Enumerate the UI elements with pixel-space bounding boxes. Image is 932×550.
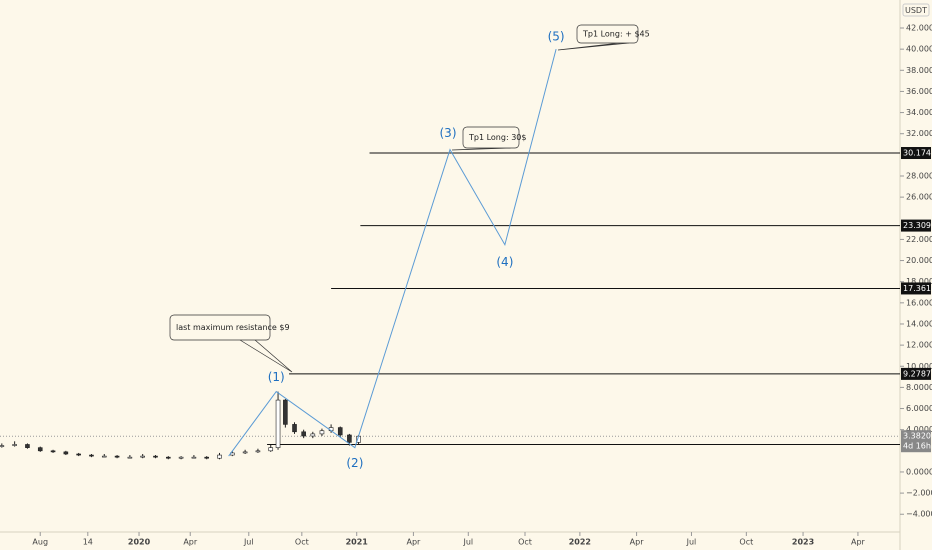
candle-body [12, 444, 17, 446]
x-tick-label: Apr [630, 538, 645, 547]
x-tick-label: 2023 [792, 538, 814, 547]
candle-body [255, 450, 261, 453]
y-tick-label: 6.0000 [906, 404, 932, 413]
y-tick-label: 18.0000 [906, 277, 932, 286]
candle-body [275, 399, 281, 448]
candle-body [37, 447, 43, 452]
callout-text: last maximum resistance $9 [176, 323, 290, 332]
y-tick-label: 38.0000 [906, 66, 932, 75]
wave-label: (2) [346, 456, 363, 470]
y-tick-label: 4.0000 [906, 425, 932, 434]
candle-body [165, 456, 171, 459]
x-tick-label: Apr [183, 538, 198, 547]
level-price: 23.3093 [903, 221, 932, 230]
x-tick-label: Jul [462, 538, 473, 547]
wave-label: (5) [548, 30, 565, 44]
callout-tail [239, 339, 293, 373]
x-tick-label: Aug [32, 538, 48, 547]
level-price: 9.2787 [903, 369, 931, 378]
callout-text: Tp1 Long: 30$ [468, 133, 526, 142]
candle-body [191, 456, 197, 459]
currency-badge[interactable] [902, 3, 930, 17]
x-tick-label: 14 [83, 538, 93, 547]
candle-body [337, 427, 343, 436]
candle-body [63, 451, 69, 455]
y-tick-label: 14.0000 [906, 319, 932, 328]
y-tick-label: 16.0000 [906, 298, 932, 307]
candle-body [310, 433, 316, 437]
callout-tail [557, 42, 629, 51]
level-price-box [901, 147, 931, 160]
candle-body [114, 455, 120, 458]
callout-text: Tp1 Long: + $45 [582, 30, 650, 39]
level-price: 30.1741 [903, 149, 932, 158]
candle-body [25, 444, 30, 448]
level-price: 17.3614 [903, 284, 932, 293]
candle-body [268, 447, 274, 452]
level-price-box [901, 282, 931, 295]
y-tick-label: 10.0000 [906, 362, 932, 371]
y-tick-label: 12.0000 [906, 341, 932, 350]
x-tick-label: Oct [518, 538, 532, 547]
wave-label: (3) [440, 126, 457, 140]
candle-body [217, 454, 222, 459]
y-tick-label: 22.0000 [906, 235, 932, 244]
candle-body [89, 454, 94, 457]
x-tick-label: Jul [686, 538, 697, 547]
wave-label: (4) [496, 255, 513, 269]
callout-box[interactable] [576, 24, 639, 44]
candle-body [0, 445, 5, 447]
candle-body [127, 456, 133, 459]
y-tick-label: 36.0000 [906, 87, 932, 96]
last-price: 3.3820 [903, 432, 931, 441]
y-tick-label: −2.0000 [906, 489, 932, 498]
candle-body [242, 451, 248, 454]
callout-tail [451, 147, 511, 151]
y-tick-label: 26.0000 [906, 193, 932, 202]
y-tick-label: 42.0000 [906, 24, 932, 33]
candle-body [76, 453, 81, 456]
candle-body [292, 424, 297, 433]
level-price-box [901, 367, 931, 380]
last-price-box [901, 430, 931, 453]
candle-body [153, 455, 158, 458]
y-tick-label: −4.0000 [906, 510, 932, 519]
wave-line [228, 49, 557, 457]
x-tick-label: 2021 [346, 538, 369, 547]
candle-body [140, 455, 145, 458]
candle-body [283, 399, 288, 425]
candle-body [319, 430, 325, 435]
candle-body [204, 456, 210, 459]
countdown: 4d 16h [903, 442, 931, 451]
y-tick-label: 32.0000 [906, 129, 932, 138]
currency: USDT [905, 6, 927, 15]
y-tick-label: 34.0000 [906, 108, 932, 117]
y-tick-label: 28.0000 [906, 171, 932, 180]
callout-box[interactable] [462, 126, 520, 149]
candle-body [301, 431, 306, 437]
candle-body [178, 456, 184, 459]
wave-label: (1) [268, 370, 285, 384]
x-tick-label: Apr [406, 538, 421, 547]
y-tick-label: 20.0000 [906, 256, 932, 265]
y-tick-label: 0.0000 [906, 467, 932, 476]
x-tick-label: 2022 [569, 538, 591, 547]
y-tick-label: 8.0000 [906, 383, 932, 392]
y-tick-label: 40.0000 [906, 45, 932, 54]
candle-body [101, 455, 107, 458]
x-tick-label: Oct [739, 538, 753, 547]
x-tick-label: Jul [243, 538, 254, 547]
x-tick-label: Apr [851, 538, 866, 547]
level-price-box [901, 219, 931, 232]
candle-body [347, 434, 352, 443]
candle-body [50, 450, 56, 453]
x-tick-label: Oct [295, 538, 309, 547]
callout-box[interactable] [169, 314, 271, 341]
x-tick-label: 2020 [128, 538, 151, 547]
